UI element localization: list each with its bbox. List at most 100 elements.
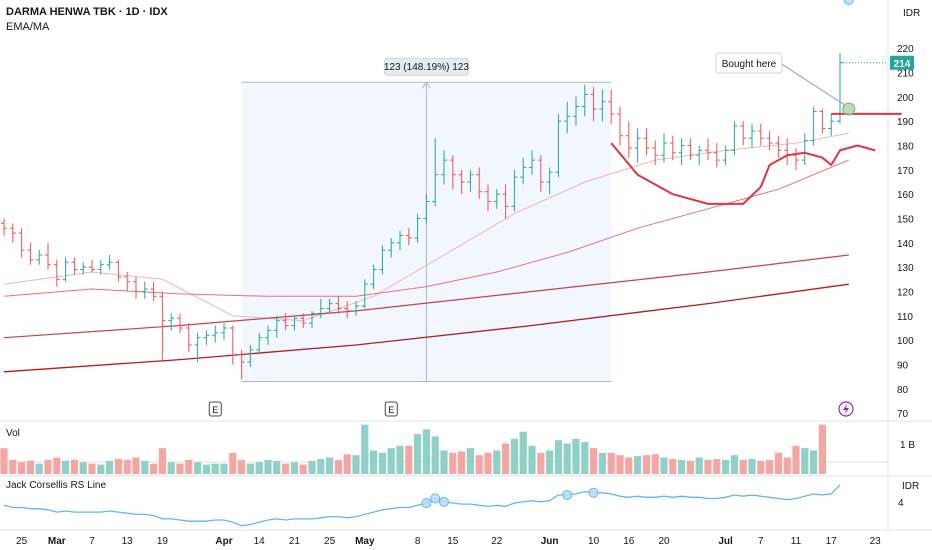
ohlc-bar[interactable] (757, 123, 764, 146)
volume-bar[interactable] (730, 455, 738, 474)
rs-new-high-dot[interactable] (439, 496, 449, 507)
volume-bar[interactable] (713, 458, 721, 474)
ohlc-bar[interactable] (229, 325, 236, 365)
volume-bar[interactable] (264, 459, 272, 474)
indicator-label[interactable]: EMA/MA (6, 21, 50, 33)
volume-bar[interactable] (185, 459, 193, 474)
volume-bar[interactable] (642, 455, 650, 474)
volume-bar[interactable] (510, 438, 518, 474)
volume-bar[interactable] (722, 459, 730, 474)
ohlc-bar[interactable] (485, 184, 491, 212)
symbol-title[interactable]: DARMA HENWA TBK · 1D · IDX (6, 6, 168, 18)
volume-bar[interactable] (449, 452, 457, 474)
volume-bar[interactable] (563, 443, 571, 474)
volume-bar[interactable] (686, 460, 694, 474)
volume-bar[interactable] (458, 451, 466, 474)
volume-bar[interactable] (519, 431, 527, 474)
volume-bar[interactable] (774, 452, 782, 474)
ohlc-bar[interactable] (36, 250, 43, 265)
volume-bar[interactable] (35, 463, 43, 474)
ohlc-bar[interactable] (247, 345, 254, 367)
volume-bar[interactable] (475, 455, 483, 474)
ohlc-bar[interactable] (309, 310, 315, 328)
volume-bar[interactable] (79, 462, 87, 474)
volume-bar[interactable] (493, 450, 501, 475)
volume-bar[interactable] (106, 460, 114, 474)
volume-bar[interactable] (660, 457, 668, 474)
volume-bar[interactable] (9, 459, 17, 474)
ohlc-bar[interactable] (106, 254, 113, 270)
ohlc-bar[interactable] (353, 301, 359, 316)
ohlc-bar[interactable] (564, 101, 571, 134)
ohlc-bar[interactable] (432, 138, 439, 207)
ohlc-bar[interactable] (467, 169, 474, 192)
volume-bar[interactable] (0, 448, 8, 474)
ohlc-bar[interactable] (520, 157, 527, 185)
ohlc-bar[interactable] (573, 96, 579, 127)
volume-bar[interactable] (229, 452, 237, 474)
ohlc-bar[interactable] (379, 245, 386, 275)
volume-bar[interactable] (308, 460, 316, 474)
volume-bar[interactable] (704, 459, 712, 474)
volume-bar[interactable] (607, 452, 615, 474)
ohlc-bar[interactable] (458, 169, 465, 195)
volume-bar[interactable] (123, 459, 131, 474)
buy-point-marker[interactable] (842, 102, 856, 116)
volume-bar[interactable] (317, 458, 325, 474)
ohlc-bar[interactable] (687, 138, 694, 161)
ohlc-bar[interactable] (819, 108, 826, 134)
volume-bar[interactable] (801, 448, 809, 474)
volume-bar[interactable] (141, 460, 149, 474)
volume-bar[interactable] (528, 445, 536, 474)
ohlc-bar[interactable] (661, 133, 667, 163)
ohlc-bar[interactable] (221, 323, 227, 341)
ohlc-bar[interactable] (256, 332, 263, 355)
ohlc-bar[interactable] (185, 323, 192, 353)
volume-bar[interactable] (554, 440, 562, 474)
ohlc-bar[interactable] (608, 89, 615, 124)
volume-bar[interactable] (255, 462, 263, 474)
ohlc-bar[interactable] (361, 279, 368, 309)
rs-new-high-dot[interactable] (430, 493, 441, 504)
ohlc-bar[interactable] (740, 121, 747, 146)
volume-bar[interactable] (502, 443, 510, 474)
rs-new-high-dot[interactable] (421, 498, 432, 508)
ohlc-bar[interactable] (194, 332, 201, 363)
ohlc-bar[interactable] (546, 167, 553, 195)
ohlc-bar[interactable] (625, 121, 632, 158)
ohlc-bar[interactable] (793, 147, 799, 170)
callout-box[interactable] (715, 52, 783, 74)
ohlc-bar[interactable] (177, 313, 183, 333)
ohlc-bar[interactable] (370, 264, 377, 290)
volume-bar[interactable] (88, 463, 96, 474)
volume-bar[interactable] (695, 457, 703, 474)
volume-bar[interactable] (167, 462, 175, 474)
ohlc-bar[interactable] (80, 262, 87, 275)
ohlc-bar[interactable] (511, 169, 518, 212)
volume-bar[interactable] (352, 455, 360, 474)
ohlc-bar[interactable] (705, 138, 711, 161)
ohlc-bar[interactable] (115, 259, 122, 282)
volume-bar[interactable] (194, 462, 202, 474)
volume-bar[interactable] (299, 464, 307, 474)
ohlc-bar[interactable] (18, 228, 25, 258)
ohlc-bar[interactable] (476, 167, 483, 200)
ohlc-bar[interactable] (45, 242, 51, 270)
volume-bar[interactable] (282, 463, 290, 474)
volume-bar[interactable] (581, 442, 589, 474)
ohlc-bar[interactable] (441, 150, 447, 185)
ohlc-bar[interactable] (775, 135, 782, 158)
volume-bar[interactable] (766, 459, 774, 474)
ohlc-bar[interactable] (317, 298, 324, 319)
ohlc-bar[interactable] (634, 128, 641, 163)
ohlc-bar[interactable] (89, 259, 95, 273)
ohlc-bar[interactable] (493, 189, 500, 209)
ohlc-bar[interactable] (643, 128, 650, 156)
volume-bar[interactable] (53, 457, 61, 474)
volume-bar[interactable] (176, 463, 184, 474)
ohlc-bar[interactable] (344, 301, 351, 319)
volume-panel-label[interactable]: Vol (6, 428, 20, 439)
volume-bar[interactable] (114, 458, 122, 474)
ohlc-bar[interactable] (555, 113, 562, 178)
